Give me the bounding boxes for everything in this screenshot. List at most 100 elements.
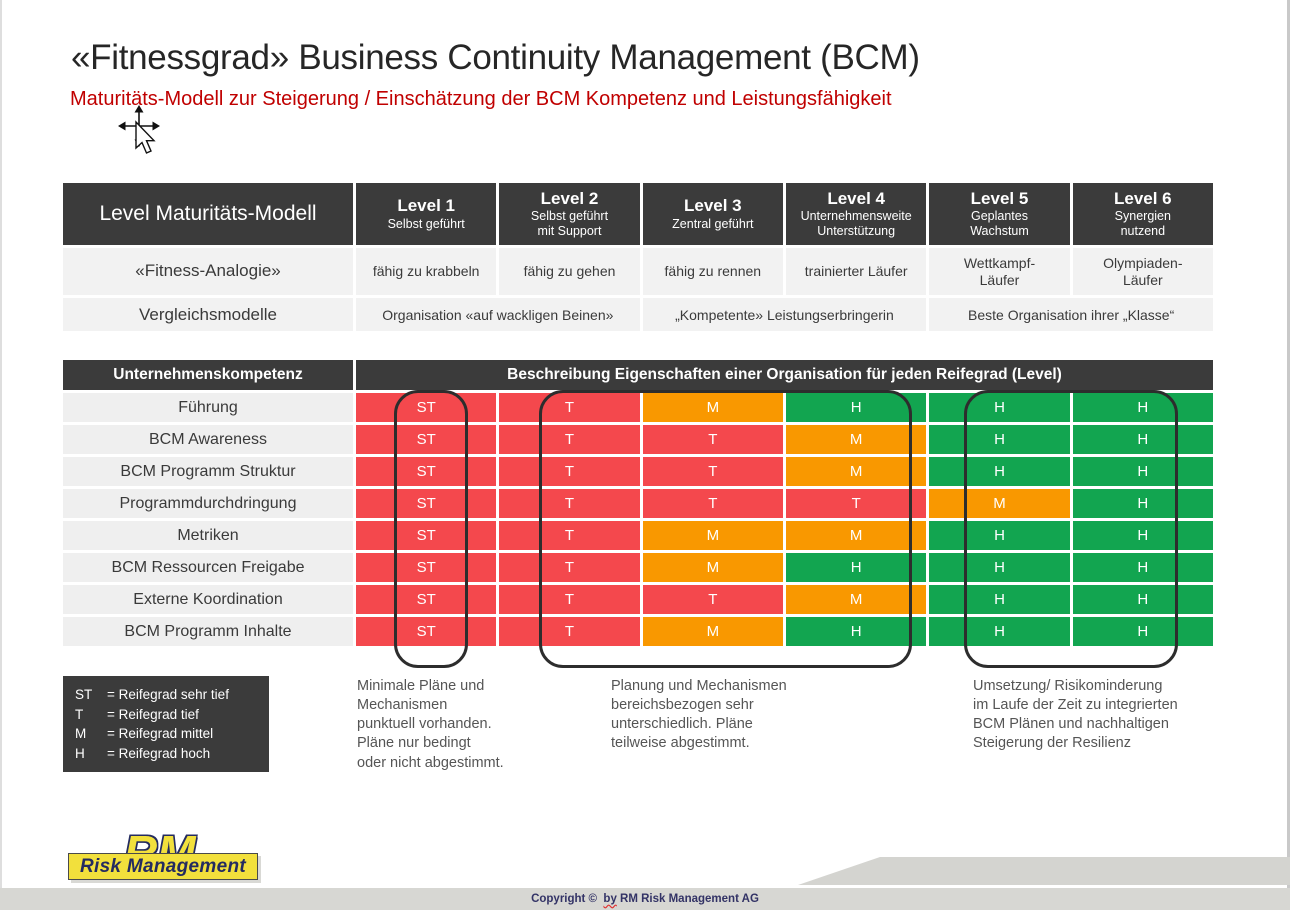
level-header-cell: Level 6 Synergien nutzend [1072,183,1213,245]
grade-cell: M [642,553,783,582]
grade-cell: M [785,521,927,550]
grade-cell: H [1072,425,1213,454]
comparison-cell: „Kompetente» Leistungserbringerin [642,298,927,331]
level-header-cell: Level 3 Zentral geführt [642,183,783,245]
grade-cell: ST [356,521,497,550]
competence-header-label: Unternehmenskompetenz [63,360,353,390]
legend-text: = Reifegrad mittel [107,726,214,742]
fitness-row-label: «Fitness-Analogie» [63,248,353,295]
grade-cell: H [1072,457,1213,486]
comparison-row-label: Vergleichsmodelle [63,298,353,331]
rm-risk-management-logo: RM Risk Management [68,826,264,883]
grade-cell: T [499,393,640,422]
grade-cell: ST [356,457,497,486]
legend-item: T = Reifegrad tief [75,705,269,725]
level-subtitle: Geplantes Wachstum [970,209,1029,239]
grade-cell: T [642,457,783,486]
legend-symbol: ST [75,687,93,702]
grade-cell: T [499,521,640,550]
grade-cell: ST [356,393,497,422]
level-title: Level 2 [540,189,599,209]
level-title: Level 4 [827,189,885,209]
grade-cell: T [499,553,640,582]
grade-cell: M [642,521,783,550]
competence-grid: Unternehmenskompetenz Beschreibung Eigen… [63,360,1213,646]
grade-cell: H [1072,521,1213,550]
level-title: Level 6 [1113,189,1172,209]
comparison-cell: Beste Organisation ihrer „Klasse“ [929,298,1213,331]
fitness-cell: fähig zu rennen [642,248,783,295]
legend-symbol: T [75,706,84,722]
note-level5-6: Umsetzung/ Risikominderung im Laufe der … [973,678,1178,752]
grade-cell: M [929,489,1070,518]
copyright-text: Copyright © [531,893,604,905]
level-title: Level 5 [970,189,1029,209]
legend-box: ST = Reifegrad sehr tief T = Reifegrad t… [63,676,269,773]
level-title: Level 1 [397,196,455,216]
grade-cell: ST [356,617,497,646]
annotation-outline-level1 [394,390,468,668]
maturity-header-row: Level Maturitäts-Modell Level 1 Selbst g… [63,183,1213,331]
grade-cell: H [929,425,1070,454]
legend-symbol: H [75,745,85,761]
annotation-outline-level5-6 [964,390,1178,668]
level-header-cell: Level 1 Selbst geführt [356,183,497,245]
level-subtitle: Unternehmensweite Unterstützung [800,209,912,239]
level-header-cell: Level 4 Unternehmensweite Unterstützung [785,183,927,245]
level-subtitle: Synergien nutzend [1114,209,1171,239]
fitness-cell: fähig zu gehen [499,248,640,295]
grade-cell: H [929,553,1070,582]
legend-text: = Reifegrad tief [107,706,199,722]
fitness-cell: trainierter Läufer [785,248,927,295]
fitness-cell: fähig zu krabbeln [356,248,497,295]
corner-header-cell: Level Maturitäts-Modell [63,183,353,245]
grade-cell: T [499,585,640,614]
grade-cell: H [1072,489,1213,518]
grade-cell: T [499,617,640,646]
grade-cell: T [499,425,640,454]
grade-cell: T [785,489,927,518]
grade-cell: ST [356,553,497,582]
grade-cell: M [785,425,927,454]
comparison-cell: Organisation «auf wackligen Beinen» [356,298,640,331]
legend-text: = Reifegrad hoch [107,745,211,761]
grade-cell: M [785,457,927,486]
level-subtitle: Selbst geführt mit Support [530,209,609,239]
grade-cell: H [929,617,1070,646]
grade-cell: H [1072,617,1213,646]
note-level1: Minimale Pläne und Mechanismen punktuell… [357,678,504,771]
move-cursor-icon [118,105,160,154]
note-level2-4: Planung und Mechanismen bereichsbezogen … [611,678,787,752]
grade-cell: T [499,457,640,486]
row-label: BCM Ressourcen Freigabe [63,553,353,582]
row-label: Metriken [63,521,353,550]
legend-symbol: M [75,726,87,742]
copyright-by-word: by [603,893,617,905]
fitness-cell: Wettkampf- Läufer [929,248,1070,295]
grade-cell: ST [356,425,497,454]
grade-cell: H [1072,553,1213,582]
level-header-cell: Level 5 Geplantes Wachstum [929,183,1070,245]
row-label: Programmdurchdringung [63,489,353,518]
grade-cell: ST [356,489,497,518]
level-subtitle: Selbst geführt [387,216,465,231]
grade-cell: H [1072,585,1213,614]
fitness-cell: Olympiaden- Läufer [1072,248,1213,295]
grade-cell: M [642,617,783,646]
page-title: «Fitnessgrad» Business Continuity Manage… [71,38,920,77]
level-header-cell: Level 2 Selbst geführt mit Support [499,183,640,245]
row-label: Führung [63,393,353,422]
row-label: BCM Programm Inhalte [63,617,353,646]
competence-matrix: Unternehmenskompetenz Beschreibung Eigen… [63,360,1213,646]
footer-diagonal-shape [798,857,1290,885]
row-label: Externe Koordination [63,585,353,614]
logo-banner: Risk Management [68,853,258,880]
footer-bar: Copyright © by RM Risk Management AG [0,888,1290,910]
pointer-icon [135,120,156,154]
grade-cell: H [1072,393,1213,422]
grade-cell: H [929,457,1070,486]
grade-cell: T [642,425,783,454]
grade-cell: T [499,489,640,518]
grade-cell: H [785,617,927,646]
